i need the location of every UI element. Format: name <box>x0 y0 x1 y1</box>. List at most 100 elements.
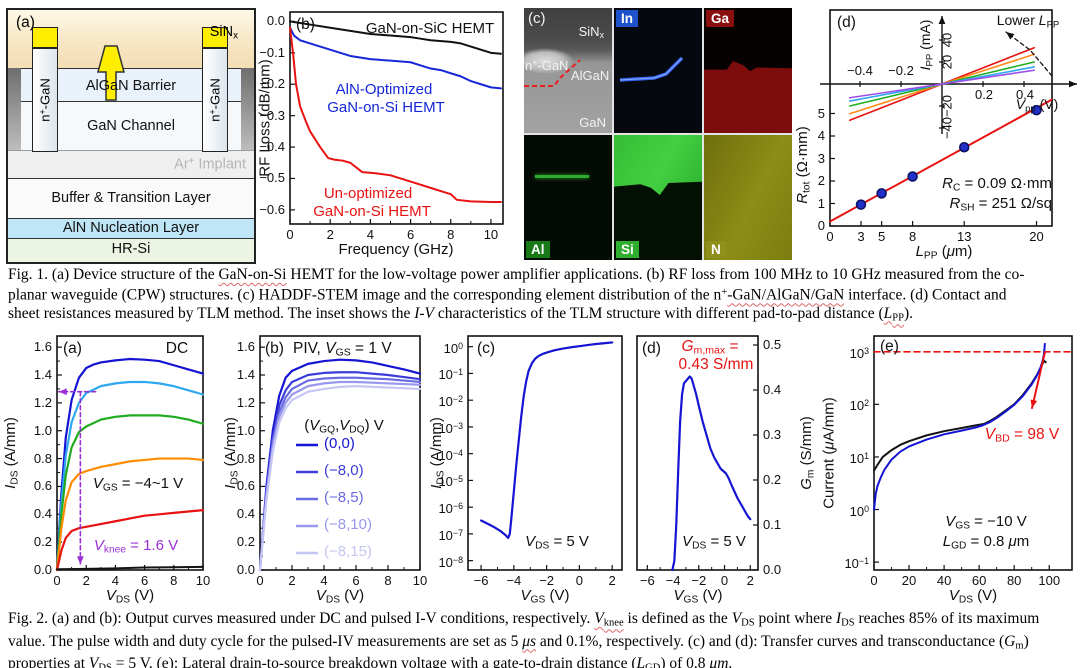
chart-annotation: 0.4 <box>1015 87 1035 102</box>
tick-label: 8 <box>384 573 392 588</box>
hrsi-label: HR-Si <box>111 241 151 257</box>
buffer-label: Buffer & Transition Layer <box>51 190 211 206</box>
tick-label: 8 <box>447 227 455 242</box>
axis-label: VDS (V) <box>315 587 365 606</box>
tick-label: 4 <box>817 128 825 143</box>
tick-label: 0.0 <box>236 562 255 577</box>
tick-label: 5 <box>817 105 825 121</box>
ga-signal-region <box>704 61 792 133</box>
tick-label: 0 <box>870 573 878 588</box>
tick-label: 0 <box>53 573 61 588</box>
tick-label: 101 <box>849 450 869 466</box>
chart-annotation: Lower LPP <box>996 12 1060 31</box>
si-signal-region <box>614 135 702 195</box>
tick-label: −0.1 <box>259 44 285 60</box>
tick-label: 100 <box>443 340 463 356</box>
tick-label: 1.4 <box>236 367 255 382</box>
chart-annotation: (VGQ,VDQ) V <box>304 417 384 436</box>
axis-label: IDS (A/mm) <box>2 417 21 489</box>
implant-isolation-left <box>8 68 21 150</box>
tick-label: 8 <box>908 229 917 244</box>
haddf-stem-image: (c) SiNx n+-GaN AlGaN GaN <box>524 8 612 133</box>
fig2c-svg <box>467 335 623 571</box>
chart-annotation: GaN-on-SiC HEMT <box>365 20 495 37</box>
layer-buffer <box>8 178 254 218</box>
tick-label: 0.4 <box>763 382 782 397</box>
tick-label: 10−2 <box>438 394 463 410</box>
caption-line: sheet resistances measured by TLM method… <box>8 304 914 324</box>
axis-label: VDS (V) <box>105 587 155 606</box>
chart-annotation: (a) <box>63 340 82 357</box>
tick-label: 2 <box>608 573 616 588</box>
axis-label: IDS (A/mm) <box>428 417 447 489</box>
chart-annotation: (d) <box>837 14 856 31</box>
chart-annotation: (−8,10) <box>324 516 372 533</box>
algan-label: AlGaN Barrier <box>85 78 177 94</box>
tick-label: 1.2 <box>236 394 255 410</box>
chart-annotation: Vknee = 1.6 V <box>93 537 179 556</box>
fig2-panel-d-transconductance-chart: −6 −4 −2 0 2 0.0 0.1 0.2 0.3 0.4 0.5 (d) Gm,max = 0.4… <box>630 330 830 612</box>
tick-label: 10−8 <box>438 554 463 570</box>
caption-line: Fig. 2. (a) and (b): Output curves measu… <box>8 610 1040 629</box>
fig2-panel-a-dc-output-chart: 0 2 4 6 8 10 0.0 0.2 0.4 0.6 0.8 1.0 1.2 1.4 1.6 (a) DC V… <box>0 330 224 612</box>
tick-label: −0.2 <box>259 76 285 92</box>
edx-map-al: Al <box>524 135 612 260</box>
fig2-panel-b-piv-output-chart: 0 2 4 6 8 10 0.0 0.2 0.4 0.6 0.8 1.0 1.2 1.4 1.6 (b) PIV… <box>222 330 430 612</box>
ohmic-pad-right <box>202 27 228 48</box>
tick-label: 0 <box>256 573 264 588</box>
tick-label: 10−3 <box>438 420 463 436</box>
tick-label: 0 <box>575 573 584 588</box>
tick-label: 20 <box>901 573 917 588</box>
element-badge-al: Al <box>526 241 550 258</box>
tick-label: 2 <box>817 173 825 188</box>
chart-annotation: Un-optimized <box>323 185 413 202</box>
fig1-panel-c-stem-maps: (c) SiNx n+-GaN AlGaN GaN In Ga Al <box>524 8 792 260</box>
chart-annotation: Vpp (V) <box>1015 96 1059 115</box>
axis-label: Current (μA/mm) <box>820 397 838 509</box>
chart-annotation: (−8,0) <box>324 462 364 479</box>
chart-annotation: (0,0) <box>324 435 355 452</box>
edx-map-in: In <box>614 8 702 133</box>
tick-label: 13 <box>956 229 972 244</box>
layer-hrsi <box>8 239 254 262</box>
tick-label: 10−1 <box>844 556 869 572</box>
tick-label: 2 <box>288 573 296 588</box>
tick-label: 0.0 <box>763 562 782 577</box>
chart-annotation: VDS = 5 V <box>525 533 589 552</box>
tick-label: 1.4 <box>33 367 52 382</box>
fig1d-svg <box>829 9 1053 227</box>
axis-label: Frequency (GHz) <box>338 241 454 258</box>
fig2d-svg <box>636 335 759 572</box>
ohmic-pad-left <box>32 27 58 48</box>
tick-label: 0.3 <box>763 427 782 442</box>
tick-label: 10−7 <box>438 527 463 543</box>
tick-label: 0.6 <box>236 478 255 494</box>
tick-label: −2 <box>691 573 707 588</box>
caption-line: Fig. 1. (a) Device structure of the GaN-… <box>8 266 1025 283</box>
fig2b-svg <box>258 335 422 572</box>
caption-line: planar waveguide (CPW) structures. (c) H… <box>8 286 1007 304</box>
tick-label: 2 <box>326 227 334 242</box>
chart-annotation: VBD = 98 V <box>984 426 1060 445</box>
tick-label: 2 <box>82 573 90 588</box>
tick-label: 1 <box>817 195 825 211</box>
caption-line: value. The pulse width and duty cycle fo… <box>8 632 1029 652</box>
tick-label: 40 <box>936 573 952 588</box>
device-cross-section: n+-GaN n+-GaN (a) SiNx AlGaN Barrier GaN… <box>6 8 256 264</box>
tick-label: 0 <box>817 218 825 233</box>
in-signal-streak <box>619 56 684 82</box>
chart-annotation: VDS = 5 V <box>682 533 746 552</box>
tick-label: 10−1 <box>438 367 463 383</box>
ngan-column-right: n+-GaN <box>202 48 228 152</box>
tick-label: 102 <box>849 398 869 414</box>
chart-annotation: RC = 0.09 Ω·mm <box>942 175 1052 194</box>
chart-annotation: PIV, VGS = 1 V <box>293 340 392 359</box>
tick-label: 10 <box>412 573 428 588</box>
tick-label: 10−5 <box>438 474 463 490</box>
tick-label: 6 <box>140 573 149 588</box>
implant-isolation-right <box>241 68 254 150</box>
stem-sinx-label: SiNx <box>578 24 604 41</box>
chart-annotation: −0.2 <box>888 63 914 78</box>
fig1-panel-d-tlm-chart: 0 3 5 8 13 20 0 1 2 3 4 5 (d) RC = 0.09 Ω·mm RSH = 251… <box>794 0 1080 264</box>
stem-gan-label: GaN <box>579 115 606 130</box>
